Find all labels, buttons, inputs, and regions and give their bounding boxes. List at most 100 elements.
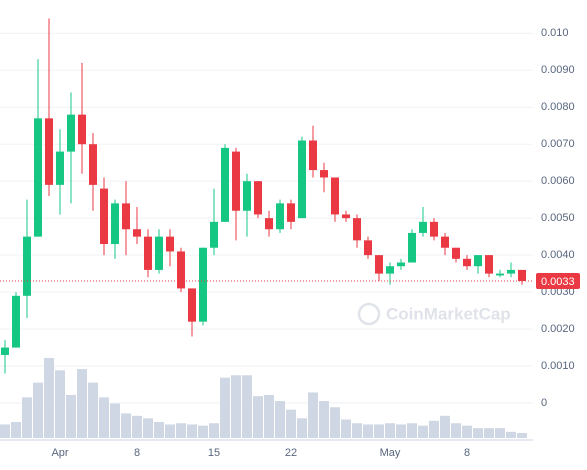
volume-bar [198, 425, 208, 438]
volume-bar [165, 424, 175, 438]
candle-body [331, 177, 339, 215]
candle-body [232, 151, 240, 211]
candle-body [122, 203, 130, 230]
volume-bar [385, 423, 395, 438]
volume-bar [374, 424, 384, 438]
x-tick-label: Apr [51, 447, 68, 459]
volume-bar [451, 423, 461, 438]
candle-body [188, 288, 196, 322]
candle-body [111, 203, 119, 245]
candle-body [265, 218, 273, 230]
volume-bar [0, 424, 10, 438]
volume-bar [407, 423, 417, 438]
candle-body [507, 269, 515, 274]
candle-body [144, 236, 152, 270]
candle-body [474, 255, 482, 267]
volume-bar [154, 422, 164, 438]
y-tick-label: 0.0080 [541, 101, 575, 113]
candle-body [441, 236, 449, 248]
volume-bar [297, 418, 307, 438]
watermark-logo [357, 302, 381, 326]
volume-bar [319, 401, 329, 438]
candle-body [397, 262, 405, 267]
candle-body [133, 229, 141, 237]
volume-bar [495, 428, 505, 438]
y-tick-label: 0.0020 [541, 323, 575, 335]
candle-body [67, 114, 75, 152]
y-tick-label: 0.0070 [541, 138, 575, 150]
candle-body [309, 140, 317, 171]
volume-bar [121, 413, 131, 438]
volume-bar [220, 377, 230, 438]
candle-body [78, 114, 86, 145]
volume-bar [132, 415, 142, 438]
volume-bar [253, 396, 263, 438]
volume-bar [473, 428, 483, 438]
volume-bar [143, 418, 153, 438]
volume-bar [66, 394, 76, 438]
volume-bar [187, 424, 197, 438]
candle-body [243, 181, 251, 211]
candle-body [419, 221, 427, 233]
volume-bar [231, 375, 241, 438]
candle-body [342, 214, 350, 219]
candle-body [364, 240, 372, 256]
volume-bar [286, 409, 296, 438]
volume-bar [418, 425, 428, 438]
candle-body [45, 118, 53, 185]
candle-body [166, 236, 174, 252]
watermark-group: CoinMarketCap [357, 302, 511, 326]
x-tick-label: May [380, 447, 401, 459]
volume-bar [242, 375, 252, 438]
volume-bar [462, 425, 472, 438]
volume-bar [308, 392, 318, 438]
candle-body [177, 251, 185, 289]
volume-bar [55, 370, 65, 438]
candle-body [23, 236, 31, 296]
candle-body [155, 236, 163, 270]
volume-bar [110, 403, 120, 438]
volume-bar [484, 428, 494, 438]
x-tick-label: 22 [285, 447, 297, 459]
y-tick-label: 0.010 [541, 27, 569, 39]
volume-bar [88, 382, 98, 438]
watermark: CoinMarketCap [386, 304, 511, 323]
candle-body [408, 232, 416, 263]
candle-body [452, 247, 460, 259]
candle-body [375, 255, 383, 274]
x-tick-label: 8 [134, 447, 140, 459]
x-tick-label: 15 [208, 447, 220, 459]
candle-body [276, 203, 284, 230]
volume-bar [517, 433, 527, 438]
volume-bar [264, 394, 274, 438]
candle-body [353, 218, 361, 241]
candle-body [518, 269, 526, 282]
candle-body [430, 221, 438, 237]
x-tick-label: 8 [464, 447, 470, 459]
volume-bar [33, 382, 43, 438]
candle-body [89, 144, 97, 185]
candle-body [485, 255, 493, 274]
candle-body [298, 140, 306, 219]
volume-bar [22, 397, 32, 438]
volume-bar [330, 407, 340, 438]
candle-body [34, 118, 42, 237]
candle-body [320, 170, 328, 178]
volume-bar [440, 415, 450, 438]
volume-bar [176, 423, 186, 438]
candle-body [210, 221, 218, 248]
volume-bar [44, 358, 54, 438]
volume-bar [352, 423, 362, 438]
candle-body [386, 266, 394, 274]
candle-body [254, 181, 262, 215]
volume-bar [341, 419, 351, 438]
volume-bar [396, 424, 406, 438]
candle-body [463, 258, 471, 267]
current-price-box [536, 273, 580, 290]
y-tick-label: 0.0060 [541, 175, 575, 187]
y-tick-label: 0.0090 [541, 64, 575, 76]
current-price-label: 0.0033 [541, 276, 575, 288]
y-tick-label: 0.0010 [541, 360, 575, 372]
